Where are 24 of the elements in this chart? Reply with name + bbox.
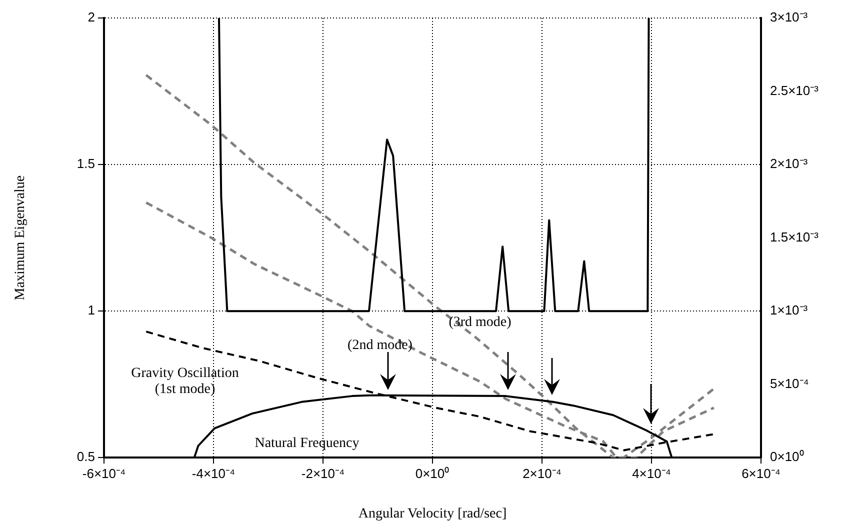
y-tick-label: 1 (88, 302, 95, 318)
x-tick-label: 2×10⁻⁴ (522, 466, 562, 481)
x-tick-label: 6×10⁻⁴ (742, 466, 780, 481)
x-tick-label: 0×10⁰ (415, 466, 450, 481)
y2-tick-label: 0×10⁰ (770, 449, 804, 464)
y2-tick-label: 5×10⁻⁴ (770, 376, 809, 391)
y2-tick-label: 1×10⁻³ (770, 302, 808, 318)
x-tick-label: -6×10⁻⁴ (82, 466, 126, 481)
y2-tick-label: 3×10⁻³ (770, 10, 808, 25)
x-axis-title: Angular Velocity [rad/sec] (358, 506, 507, 522)
x-tick-label: -4×10⁻⁴ (192, 466, 236, 481)
annotation: Natural Frequency (254, 436, 360, 452)
x-tick-label: -2×10⁻⁴ (301, 466, 345, 481)
y-axis-title: Maximum Eigenvalue (13, 175, 28, 300)
y2-tick-label: 1.5×10⁻³ (770, 229, 820, 244)
annotation: Gravity Oscillation (1st mode) (130, 366, 240, 398)
annotation: (3rd mode) (448, 315, 512, 331)
y2-tick-label: 2.5×10⁻³ (770, 82, 820, 98)
y-tick-label: 2 (88, 10, 95, 25)
annotation: (2nd mode) (346, 338, 414, 354)
y-tick-label: 0.5 (76, 449, 95, 464)
y-tick-label: 1.5 (76, 156, 95, 172)
y2-tick-label: 2×10⁻³ (770, 156, 808, 172)
x-tick-label: 4×10⁻⁴ (632, 466, 671, 481)
